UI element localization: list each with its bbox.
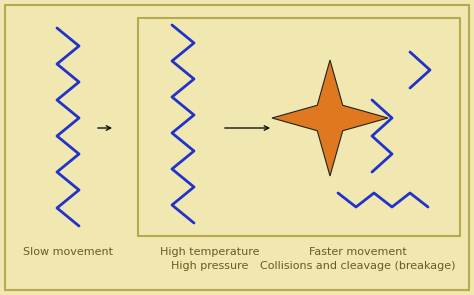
Bar — [138, 18, 460, 236]
Text: High pressure: High pressure — [171, 261, 249, 271]
Text: High temperature: High temperature — [160, 247, 260, 257]
Text: Collisions and cleavage (breakage): Collisions and cleavage (breakage) — [260, 261, 456, 271]
Polygon shape — [272, 60, 388, 176]
Text: Faster movement: Faster movement — [309, 247, 407, 257]
Text: Slow movement: Slow movement — [23, 247, 113, 257]
